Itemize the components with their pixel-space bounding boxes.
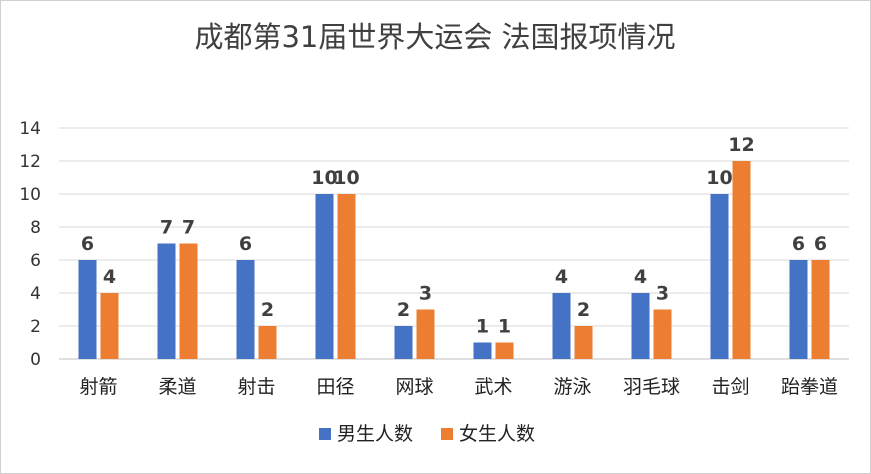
data-label: 10 [311, 167, 337, 189]
bar-male [473, 342, 492, 359]
legend: 男生人数 女生人数 [319, 423, 535, 445]
gridlines [59, 127, 849, 360]
bar-male [394, 326, 413, 359]
bar-female [653, 309, 672, 359]
bar-male [710, 194, 729, 359]
data-label: 4 [634, 266, 647, 288]
legend-label: 男生人数 [337, 423, 413, 445]
y-tick-label: 0 [30, 350, 41, 370]
y-tick-label: 6 [30, 251, 41, 271]
data-label: 3 [419, 283, 432, 305]
legend-label: 女生人数 [459, 423, 535, 445]
data-label: 4 [555, 266, 568, 288]
x-axis-categories: 射箭 柔道 射击 田径 网球 武术 游泳 羽毛球 击剑 跆拳道 [79, 376, 838, 398]
bar-female [179, 243, 198, 359]
data-label: 1 [498, 316, 511, 338]
legend-swatch [441, 428, 453, 440]
bar-female [337, 194, 356, 359]
bar-female [258, 326, 277, 359]
category-label: 射击 [237, 376, 275, 398]
data-label: 2 [261, 299, 274, 321]
legend-swatch [319, 428, 331, 440]
category-label: 武术 [474, 376, 512, 398]
data-label: 10 [333, 167, 359, 189]
data-label: 2 [397, 299, 410, 321]
bar-female [732, 161, 751, 359]
bar-male [552, 293, 571, 359]
data-label: 1 [476, 316, 489, 338]
category-label: 跆拳道 [781, 376, 838, 398]
data-label: 6 [792, 233, 805, 255]
bars [78, 161, 830, 359]
bar-male [789, 260, 808, 359]
bar-female [811, 260, 830, 359]
y-tick-label: 8 [30, 218, 41, 238]
data-label: 2 [577, 299, 590, 321]
category-label: 羽毛球 [623, 376, 680, 398]
category-label: 击剑 [711, 376, 749, 398]
y-tick-label: 12 [19, 152, 41, 172]
data-label: 7 [182, 217, 195, 239]
bar-male [236, 260, 255, 359]
data-label: 3 [656, 283, 669, 305]
category-label: 射箭 [79, 376, 117, 398]
bar-female [100, 293, 119, 359]
y-tick-label: 2 [30, 317, 41, 337]
data-label: 6 [814, 233, 827, 255]
category-label: 柔道 [158, 376, 196, 398]
data-label: 12 [728, 134, 754, 156]
y-axis-ticks: 0 2 4 6 8 10 12 14 [19, 119, 41, 370]
bar-female [416, 309, 435, 359]
data-label: 4 [103, 266, 116, 288]
category-label: 网球 [395, 376, 433, 398]
y-tick-label: 4 [30, 284, 41, 304]
y-tick-label: 10 [19, 185, 41, 205]
category-label: 游泳 [553, 376, 591, 398]
bar-female [574, 326, 593, 359]
bar-male [78, 260, 97, 359]
bar-male [315, 194, 334, 359]
bar-male [157, 243, 176, 359]
category-label: 田径 [316, 376, 354, 398]
y-tick-label: 14 [19, 119, 41, 139]
data-label: 6 [239, 233, 252, 255]
data-label: 7 [160, 217, 173, 239]
data-label: 6 [81, 233, 94, 255]
data-label: 10 [706, 167, 732, 189]
chart-title: 成都第31届世界大运会 法国报项情况 [194, 20, 675, 54]
bar-male [631, 293, 650, 359]
bar-female [495, 342, 514, 359]
